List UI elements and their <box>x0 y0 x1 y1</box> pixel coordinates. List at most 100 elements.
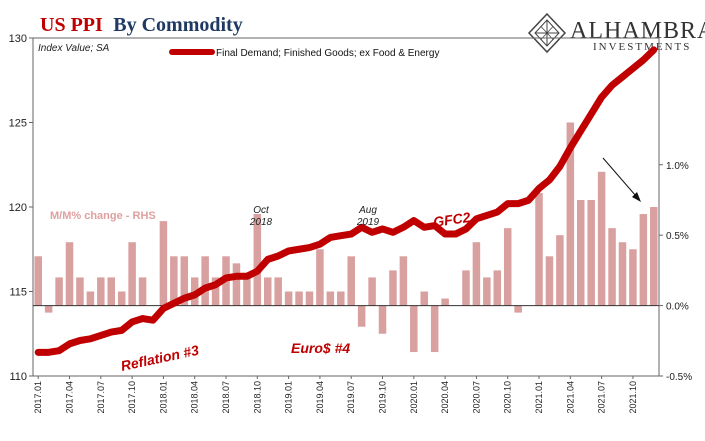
bar <box>326 291 335 306</box>
bar <box>65 242 74 306</box>
chart-title: US PPI By Commodity <box>40 14 243 36</box>
x-tick-label: 2017.07 <box>96 381 106 414</box>
bar <box>128 242 136 306</box>
legend-entry: Final Demand; Finished Goods; ex Food & … <box>216 48 439 59</box>
bar <box>472 242 481 306</box>
bar <box>389 270 397 306</box>
x-tick-label: 2018.10 <box>252 381 262 414</box>
bar <box>86 291 95 306</box>
bar <box>170 256 178 306</box>
bar <box>576 199 585 306</box>
bar <box>232 263 241 306</box>
bar <box>430 305 439 353</box>
bar <box>462 270 470 306</box>
bar <box>274 277 282 306</box>
legend: Final Demand; Finished Goods; ex Food & … <box>169 48 439 59</box>
title-by-commodity: By Commodity <box>113 14 242 36</box>
x-tick-label: 2021.07 <box>597 381 607 414</box>
bar <box>357 305 366 327</box>
bar <box>441 298 449 306</box>
bar <box>545 256 554 306</box>
annotation-euro: Euro$ #4 <box>291 340 350 356</box>
right-axis-ticks: -0.5% 0.0% 0.5% 1.0% <box>659 161 692 383</box>
bar <box>639 214 648 306</box>
x-tick-label: 2018.07 <box>221 381 231 414</box>
x-tick-label: 2020.01 <box>409 381 419 414</box>
left-axis-ticks: 110 115 120 125 130 <box>9 33 33 383</box>
x-tick-label: 2021.10 <box>628 381 638 414</box>
bar <box>629 249 637 306</box>
x-tick-label: 2017.04 <box>65 381 75 414</box>
down-arrow-icon <box>602 157 641 202</box>
bar <box>117 291 126 306</box>
left-tick-label: 130 <box>9 33 27 45</box>
title-us-ppi: US PPI <box>40 14 103 36</box>
bar <box>180 256 189 306</box>
logo-name: ALHAMBRA <box>570 18 705 44</box>
x-tick-label: 2018.01 <box>158 381 168 414</box>
bar <box>587 199 595 306</box>
x-tick-label: 2017.10 <box>127 381 137 414</box>
bar <box>514 305 522 313</box>
bar <box>535 192 543 306</box>
annotation-aug-year: 2019 <box>356 217 380 228</box>
bar <box>347 256 355 306</box>
diamond-logo-icon <box>527 12 567 54</box>
bar <box>618 242 627 306</box>
bar <box>378 305 387 334</box>
right-tick-label: 0.0% <box>666 302 689 313</box>
bar <box>305 291 314 306</box>
x-tick-label: 2019.10 <box>378 381 388 414</box>
x-tick-label: 2018.04 <box>190 381 200 414</box>
left-tick-label: 110 <box>9 371 27 383</box>
bar <box>608 228 616 306</box>
bar <box>284 291 293 306</box>
annotation-oct-year: 2018 <box>249 217 273 228</box>
left-tick-label: 115 <box>9 287 27 299</box>
bar <box>556 235 564 306</box>
right-tick-label: -0.5% <box>666 372 692 383</box>
bar <box>368 277 376 306</box>
bar <box>483 277 491 306</box>
x-tick-label: 2019.01 <box>284 381 294 414</box>
bar <box>410 305 418 353</box>
line-series <box>34 46 658 356</box>
bar <box>503 228 512 306</box>
bar <box>597 171 606 306</box>
x-tick-label: 2020.10 <box>503 381 513 414</box>
x-tick-label: 2021.01 <box>534 381 544 414</box>
bar <box>263 277 272 306</box>
bar <box>55 277 63 306</box>
bar <box>399 256 408 306</box>
bar <box>159 221 168 306</box>
bar <box>201 256 209 306</box>
bar <box>97 277 105 306</box>
x-tick-label: 2020.07 <box>471 381 481 414</box>
annotation-mm-label: M/M% change - RHS <box>50 210 156 222</box>
x-tick-label: 2017.01 <box>33 381 43 414</box>
annotation-aug: Aug <box>358 205 377 216</box>
bar <box>337 291 345 306</box>
annotation-gfc2: GFC2 <box>432 209 471 230</box>
bar-series <box>34 122 658 353</box>
bar <box>295 291 303 306</box>
bar <box>107 277 115 306</box>
bar <box>253 214 262 306</box>
left-tick-label: 120 <box>9 202 27 214</box>
x-tick-label: 2020.04 <box>440 381 450 414</box>
bar <box>138 277 147 306</box>
x-tick-label: 2019.04 <box>315 381 325 414</box>
bar <box>34 256 42 306</box>
bar <box>211 277 220 306</box>
bar <box>420 291 428 306</box>
bar <box>243 277 251 306</box>
logo-sub: INVESTMENTS <box>593 41 691 53</box>
left-axis-label: Index Value; SA <box>38 43 110 54</box>
x-tick-label: 2021.04 <box>565 381 575 414</box>
bar <box>44 305 53 313</box>
bar <box>493 270 502 306</box>
annotation-oct: Oct <box>253 205 270 216</box>
right-tick-label: 1.0% <box>666 161 689 172</box>
left-tick-label: 125 <box>9 118 27 130</box>
